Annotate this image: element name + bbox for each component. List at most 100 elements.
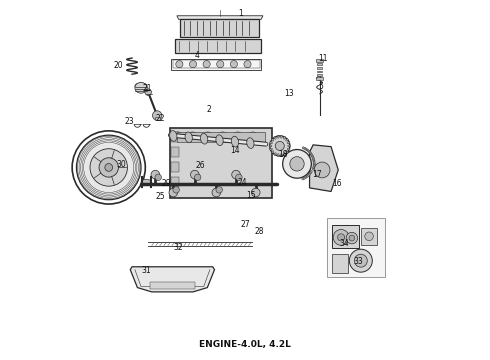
Circle shape xyxy=(307,174,309,176)
Ellipse shape xyxy=(203,132,212,138)
Circle shape xyxy=(311,153,313,156)
Text: 30: 30 xyxy=(117,161,126,170)
Ellipse shape xyxy=(270,142,272,144)
Circle shape xyxy=(216,186,222,193)
Circle shape xyxy=(349,249,372,272)
Ellipse shape xyxy=(287,148,290,150)
Circle shape xyxy=(173,186,179,193)
Bar xyxy=(317,67,322,69)
Circle shape xyxy=(309,172,311,174)
Circle shape xyxy=(90,149,127,186)
Bar xyxy=(150,282,195,289)
Circle shape xyxy=(306,175,308,177)
Bar xyxy=(172,177,179,187)
Ellipse shape xyxy=(231,136,239,147)
Ellipse shape xyxy=(173,132,182,138)
Ellipse shape xyxy=(287,142,290,144)
Ellipse shape xyxy=(270,148,272,150)
Ellipse shape xyxy=(170,131,177,141)
Circle shape xyxy=(312,168,315,170)
Text: 14: 14 xyxy=(230,146,240,155)
Circle shape xyxy=(152,111,162,120)
Ellipse shape xyxy=(274,136,276,139)
Ellipse shape xyxy=(288,145,291,147)
Bar xyxy=(317,63,322,65)
Circle shape xyxy=(176,60,183,68)
Ellipse shape xyxy=(200,134,208,144)
Circle shape xyxy=(314,162,330,178)
Circle shape xyxy=(230,60,238,68)
Ellipse shape xyxy=(274,153,276,155)
Text: 25: 25 xyxy=(155,192,165,201)
Bar xyxy=(332,225,359,248)
Circle shape xyxy=(195,174,201,180)
Circle shape xyxy=(169,188,177,197)
Text: 26: 26 xyxy=(196,161,205,170)
Text: 31: 31 xyxy=(142,266,151,275)
Circle shape xyxy=(306,149,308,151)
Circle shape xyxy=(338,234,344,241)
Circle shape xyxy=(313,160,315,162)
Ellipse shape xyxy=(188,132,197,138)
Circle shape xyxy=(354,254,368,267)
Bar xyxy=(177,132,265,142)
Ellipse shape xyxy=(248,132,257,138)
Circle shape xyxy=(155,174,161,180)
Text: 22: 22 xyxy=(155,114,165,123)
Circle shape xyxy=(308,173,311,175)
Circle shape xyxy=(346,232,358,244)
Bar xyxy=(173,60,260,68)
Circle shape xyxy=(309,151,311,153)
Text: 29: 29 xyxy=(161,179,171,188)
Circle shape xyxy=(190,60,196,68)
Text: 17: 17 xyxy=(313,170,322,179)
Circle shape xyxy=(303,147,306,149)
Circle shape xyxy=(313,158,315,161)
Circle shape xyxy=(310,171,312,173)
Polygon shape xyxy=(130,267,215,292)
Circle shape xyxy=(313,161,315,163)
Bar xyxy=(317,77,323,80)
Text: 21: 21 xyxy=(143,84,152,93)
Circle shape xyxy=(313,167,315,169)
Ellipse shape xyxy=(277,135,279,138)
Text: 18: 18 xyxy=(279,150,288,159)
Text: 13: 13 xyxy=(284,89,294,98)
Text: 23: 23 xyxy=(124,117,134,126)
Circle shape xyxy=(151,170,160,179)
Circle shape xyxy=(99,158,119,177)
Text: 34: 34 xyxy=(340,239,349,248)
Text: 1: 1 xyxy=(238,9,243,18)
Polygon shape xyxy=(310,145,338,192)
Text: 2: 2 xyxy=(207,105,212,114)
Circle shape xyxy=(217,60,224,68)
Text: 20: 20 xyxy=(114,62,123,71)
Ellipse shape xyxy=(135,82,147,93)
Circle shape xyxy=(270,136,290,156)
Circle shape xyxy=(312,156,314,158)
Circle shape xyxy=(236,174,242,180)
Ellipse shape xyxy=(247,138,254,148)
Circle shape xyxy=(302,178,304,180)
Bar xyxy=(172,132,179,142)
Ellipse shape xyxy=(271,139,274,141)
Text: 15: 15 xyxy=(246,191,256,200)
Ellipse shape xyxy=(283,153,286,155)
Circle shape xyxy=(307,149,309,152)
Ellipse shape xyxy=(185,132,193,143)
Ellipse shape xyxy=(280,154,282,157)
Text: 28: 28 xyxy=(255,227,265,236)
Ellipse shape xyxy=(271,151,274,153)
Circle shape xyxy=(275,141,284,150)
Circle shape xyxy=(145,89,151,95)
Circle shape xyxy=(305,176,307,179)
Text: 16: 16 xyxy=(332,179,342,188)
Circle shape xyxy=(302,147,304,149)
Bar xyxy=(172,59,261,69)
Bar xyxy=(172,162,179,172)
Circle shape xyxy=(290,157,304,171)
Circle shape xyxy=(191,170,199,179)
Bar xyxy=(170,128,272,198)
Text: 4: 4 xyxy=(194,51,199,60)
Circle shape xyxy=(105,163,113,171)
